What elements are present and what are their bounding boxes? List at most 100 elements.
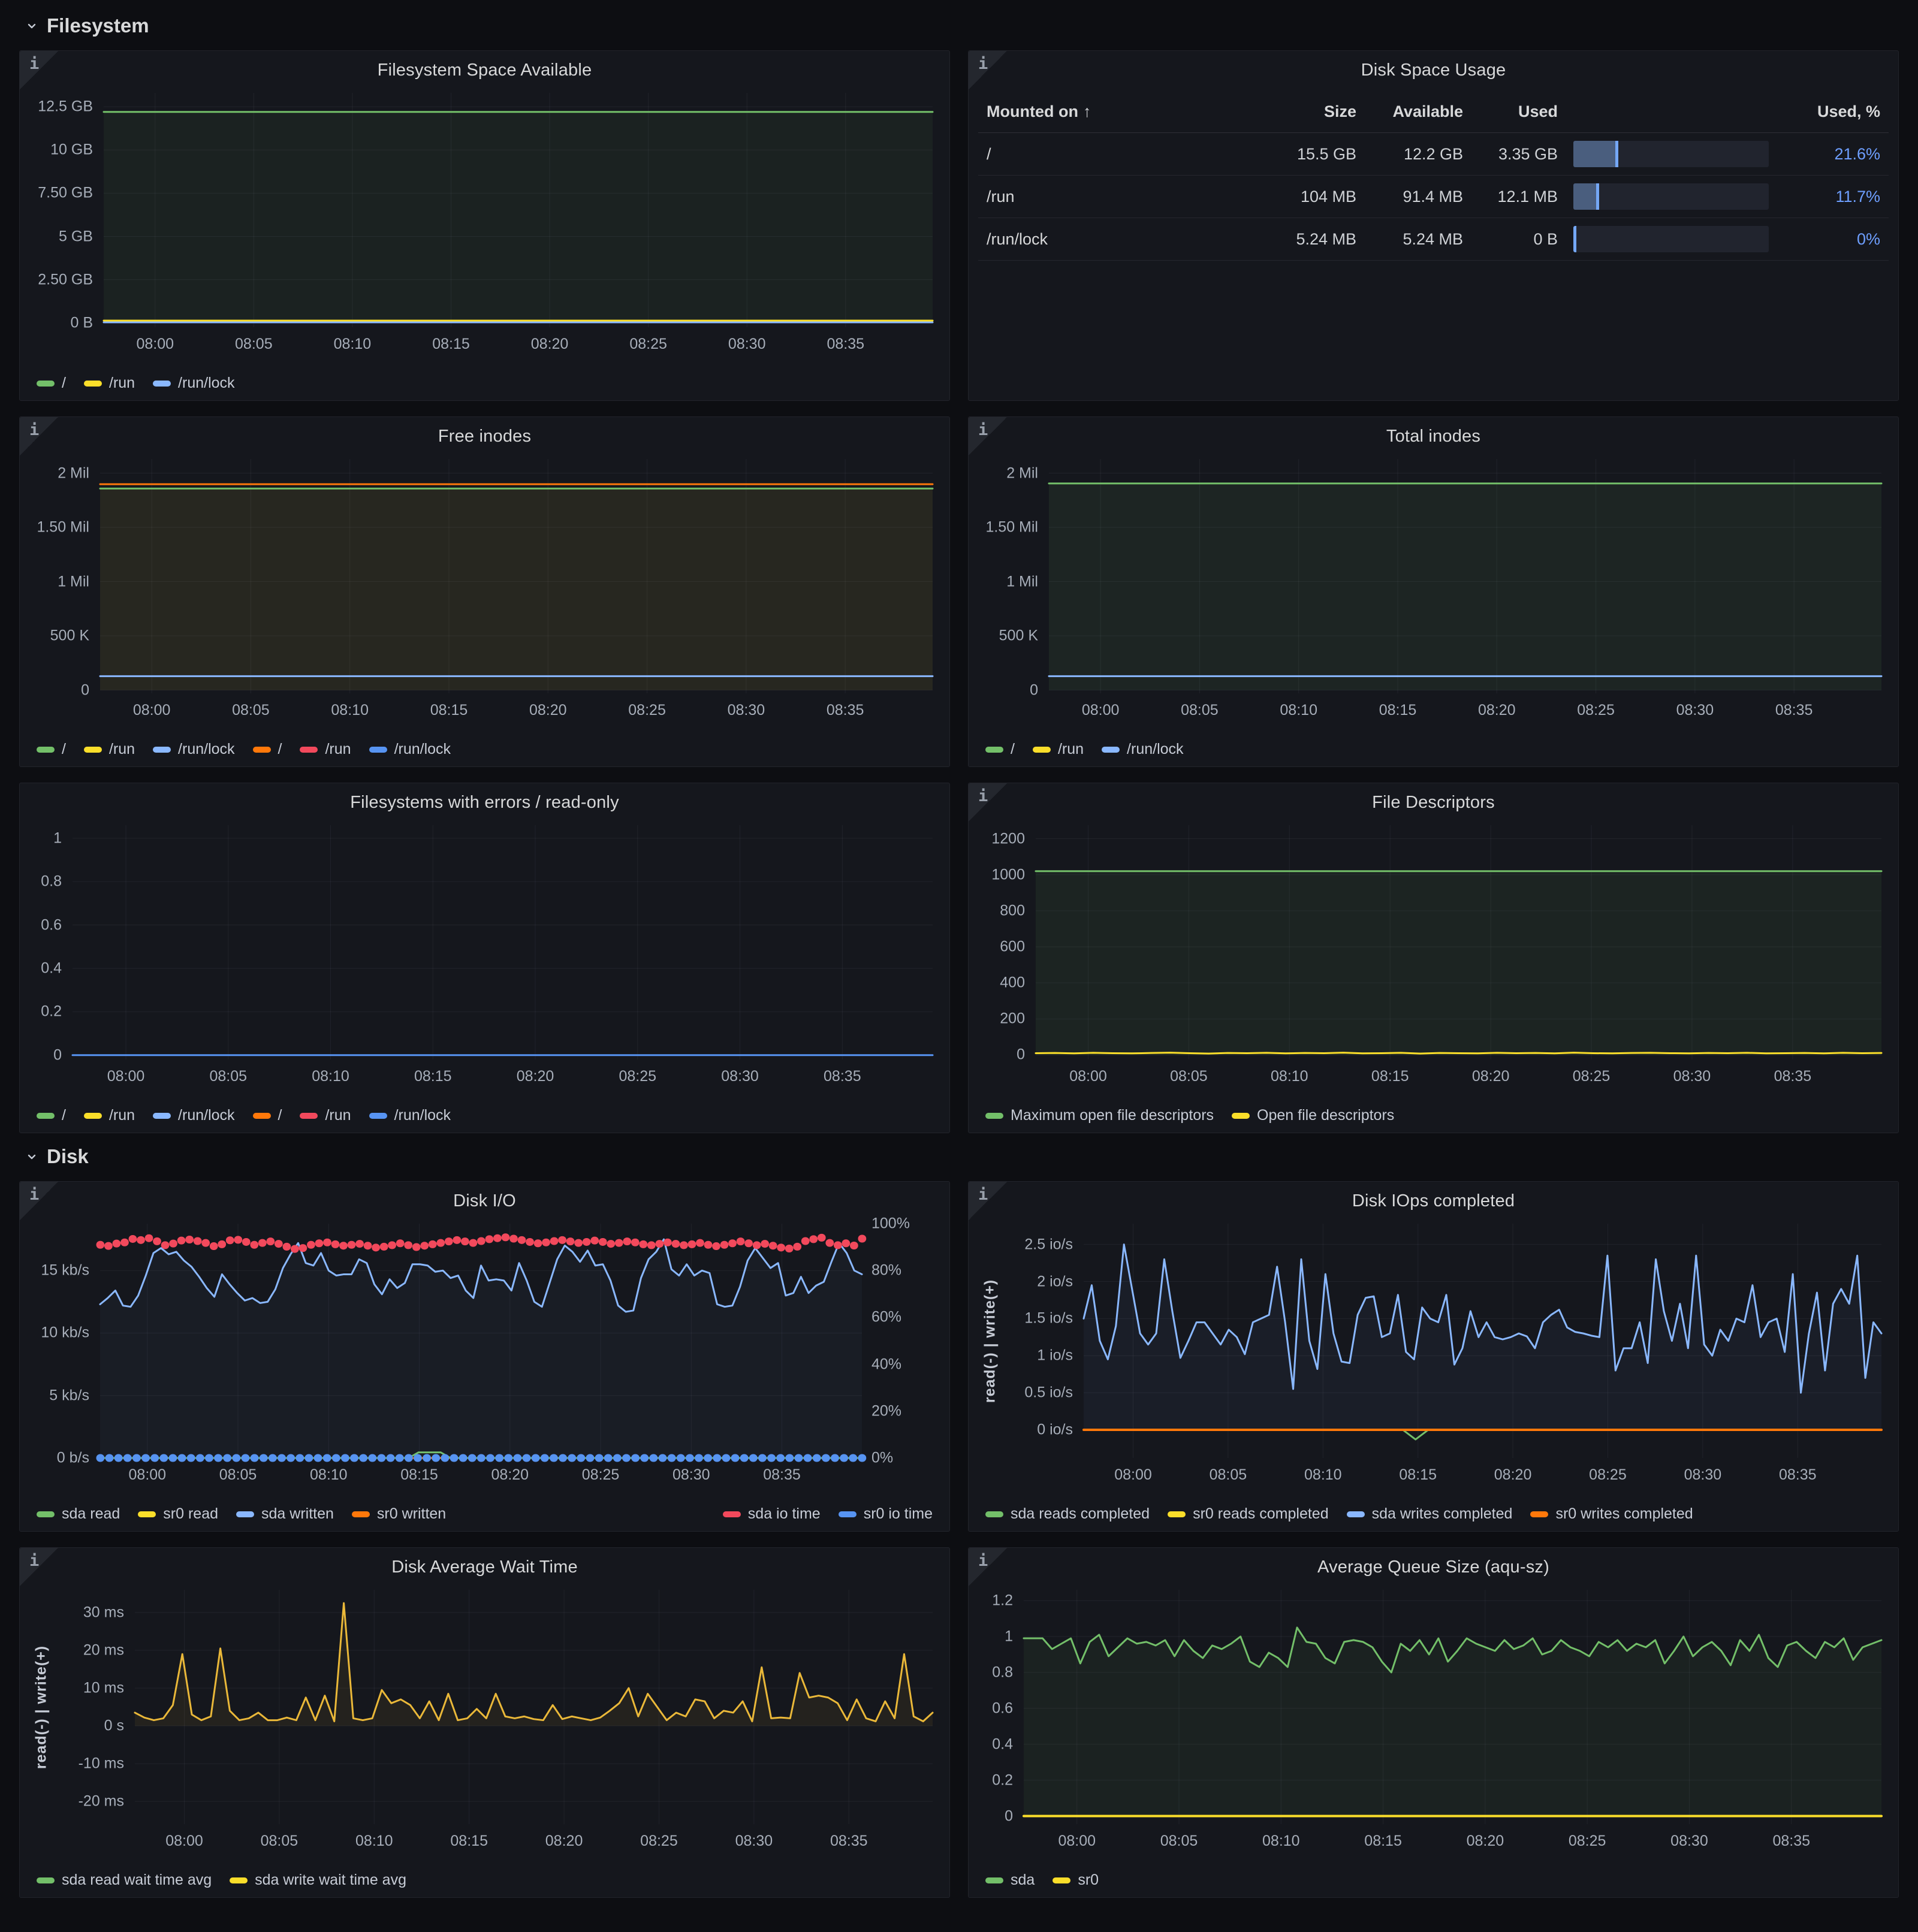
column-header-size[interactable]: Size [1323,102,1356,120]
usage-bar-track [1573,141,1769,167]
panel-info-icon[interactable]: i [969,1548,1007,1586]
x-tick-label: 08:00 [1069,1068,1107,1085]
legend-item[interactable]: sda write wait time avg [230,1871,406,1889]
legend: / /run/run/lock / /run/run/lock [37,1107,933,1124]
legend-item[interactable]: sda [985,1871,1035,1889]
column-header-used[interactable]: Used [1518,102,1558,120]
legend-color-chip [230,1877,248,1883]
legend-item[interactable]: sr0 written [351,1505,446,1523]
legend-item[interactable]: /run/lock [153,1107,235,1124]
y-tick-label: 5 kb/s [49,1387,89,1404]
legend-item[interactable]: /run [83,375,135,392]
column-header-used-pct[interactable]: Used, % [1817,102,1880,120]
legend-color-chip [985,1877,1003,1883]
table-row[interactable]: /run/lock 5.24 MB 5.24 MB 0 B 0% [978,218,1889,261]
y-tick-label: 500 K [999,627,1038,644]
legend-item[interactable]: / [252,1107,282,1124]
legend-item[interactable]: Open file descriptors [1232,1107,1394,1124]
legend-item[interactable]: / [37,741,66,758]
legend-color-chip [985,1112,1003,1119]
legend-item[interactable]: /run [83,741,135,758]
legend-item[interactable]: sr0 reads completed [1168,1505,1329,1523]
section-header-filesystem[interactable]: Filesystem [19,8,1899,50]
legend-item[interactable]: /run/lock [153,741,235,758]
chart-canvas[interactable]: 08:00 08:05 08:10 08:15 08:20 08:25 08:30 08:35 [73,825,933,1085]
panel-info-icon[interactable]: i [20,417,58,455]
used-percent-value: 0% [1856,230,1880,248]
legend-item[interactable]: / [37,375,66,392]
chart-canvas[interactable]: 08:00 08:05 08:10 08:15 08:20 08:25 08:30 08:35 [100,1224,862,1483]
panel-info-icon[interactable]: i [969,417,1007,455]
panel-disk-average-wait-time: Disk Average Wait Time i read(-) | write(… [19,1547,950,1898]
chart-canvas[interactable]: 08:00 08:05 08:10 08:15 08:20 08:25 08:30 08:35 [135,1590,933,1849]
y-tick-label: 2 Mil [58,464,89,482]
y-tick-label: 0 io/s [1037,1421,1073,1438]
table-row[interactable]: / 15.5 GB 12.2 GB 3.35 GB 21.6% [978,133,1889,176]
legend-item[interactable]: sda read wait time avg [37,1871,212,1889]
chart-area: 0 0.2 0.4 0.6 0.8 1 08:00 08:05 08:10 08:15 08:20 0… [27,825,933,1085]
legend-item[interactable]: Maximum open file descriptors [985,1107,1214,1124]
legend-item[interactable]: /run/lock [369,1107,451,1124]
legend-label: Maximum open file descriptors [1011,1107,1214,1124]
usage-bar-track [1573,226,1769,252]
y-tick-label: 1.5 io/s [1024,1309,1073,1327]
legend-color-chip [1032,746,1051,753]
chart-canvas[interactable]: 08:00 08:05 08:10 08:15 08:20 08:25 08:30 08:35 [1024,1590,1881,1849]
legend-item[interactable]: sda written [236,1505,334,1523]
panel-info-icon[interactable]: i [20,1548,58,1586]
chart-area: 0 0.2 0.4 0.6 0.8 1 1.2 08:00 08:05 08:10 08:15 08:… [976,1590,1881,1849]
chart-canvas[interactable]: 08:00 08:05 08:10 08:15 08:20 08:25 08:30 08:35 [1049,459,1881,719]
column-header-mounted-on[interactable]: Mounted on ↑ [987,102,1091,120]
legend-item[interactable]: /run/lock [153,375,235,392]
legend-group: / /run/run/lock [985,741,1184,758]
panel-title: Free inodes [438,427,532,446]
legend-item[interactable]: /run [300,1107,351,1124]
chart-canvas[interactable]: 08:00 08:05 08:10 08:15 08:20 08:25 08:30 08:35 [100,459,933,719]
legend-group: sda read sr0 read sda written sr0 written [37,1505,446,1523]
x-tick-label: 08:00 [1081,702,1120,719]
legend-item[interactable]: / [37,1107,66,1124]
column-header-available[interactable]: Available [1392,102,1463,120]
legend-item[interactable]: / [985,741,1015,758]
x-tick-label: 08:30 [672,1466,710,1483]
chart-canvas[interactable]: 08:00 08:05 08:10 08:15 08:20 08:25 08:30 08:35 [1036,825,1881,1085]
panel-info-icon[interactable]: i [969,783,1007,822]
legend-item[interactable]: /run [1032,741,1084,758]
panel-info-icon[interactable]: i [20,1182,58,1220]
x-tick-label: 08:10 [1304,1466,1342,1483]
y-tick-label: 0.8 [41,873,62,890]
legend-label: Open file descriptors [1257,1107,1395,1124]
legend-item[interactable]: /run/lock [1102,741,1184,758]
legend-item[interactable]: / [252,741,282,758]
y-tick-label: 15 kb/s [41,1261,89,1279]
panel-info-icon[interactable]: i [969,51,1007,89]
panel-info-icon[interactable]: i [969,1182,1007,1220]
legend-color-chip [153,1112,171,1119]
chart-canvas[interactable]: 08:00 08:05 08:10 08:15 08:20 08:25 08:30 08:35 [1084,1224,1881,1483]
legend-label: / [278,1107,282,1124]
legend-color-chip [37,1112,55,1119]
x-tick-label: 08:35 [1775,702,1813,719]
legend-item[interactable]: sr0 read [138,1505,218,1523]
legend-item[interactable]: sr0 [1053,1871,1099,1889]
legend-item[interactable]: /run [83,1107,135,1124]
legend-item[interactable]: /run [300,741,351,758]
y-tick-label: 1 [53,829,62,847]
panel-info-icon[interactable]: i [20,51,58,89]
section-header-disk[interactable]: Disk [19,1139,1899,1181]
panel-file-descriptors: File Descriptors i 0 200 400 600 800 1000 1200 0… [968,783,1899,1133]
chart-canvas[interactable]: 08:00 08:05 08:10 08:15 08:20 08:25 08:30 08:35 [104,93,933,352]
x-tick-label: 08:00 [107,1068,145,1085]
legend-item[interactable]: sda read [37,1505,120,1523]
table-row[interactable]: /run 104 MB 91.4 MB 12.1 MB 11.7% [978,176,1889,218]
legend-item[interactable]: /run/lock [369,741,451,758]
legend-item[interactable]: sr0 io time [838,1505,933,1523]
legend-item[interactable]: sda reads completed [985,1505,1150,1523]
legend-item[interactable]: sr0 writes completed [1530,1505,1693,1523]
legend-group: / /run/run/lock / /run/run/lock [37,1107,451,1124]
x-tick-label: 08:00 [132,702,171,719]
legend-item[interactable]: sda writes completed [1346,1505,1512,1523]
legend-item[interactable]: sda io time [722,1505,821,1523]
legend-color-chip [83,1112,102,1119]
y-tick-label: -20 ms [78,1792,124,1810]
